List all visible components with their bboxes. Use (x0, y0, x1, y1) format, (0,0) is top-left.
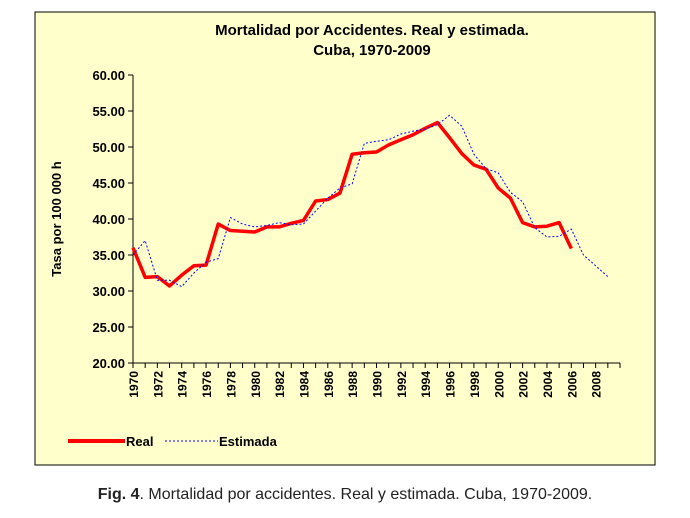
x-tick-label: 1978 (224, 371, 238, 398)
y-tick-label: 30.00 (92, 284, 125, 299)
x-tick-label: 2008 (590, 371, 604, 398)
x-tick-label: 1992 (395, 371, 409, 398)
x-tick-label: 1984 (297, 371, 311, 398)
chart-area (34, 11, 656, 466)
y-axis: 20.00 25.00 30.00 35.00 40.00 45.00 50.00 55.00… (92, 68, 134, 371)
x-tick-label: 1986 (322, 371, 336, 398)
x-tick-label: 2000 (492, 371, 506, 398)
x-tick-label: 1982 (273, 371, 287, 398)
chart: Mortalidad por Accidentes. Real y estima… (34, 11, 656, 466)
series-line-estimada (132, 114, 609, 288)
chart-subtitle: Cuba, 1970-2009 (313, 42, 431, 59)
y-tick-label: 25.00 (92, 320, 125, 335)
series-line-real (131, 120, 573, 288)
y-tick-label: 35.00 (92, 248, 125, 263)
y-tick-label: 45.00 (92, 176, 125, 191)
series-layer (131, 114, 609, 288)
y-tick-label: 55.00 (92, 104, 125, 119)
x-tick-label: 1976 (200, 371, 214, 398)
legend: Real Estimada (68, 434, 278, 449)
figure-caption: Fig. 4. Mortalidad por accidentes. Real … (0, 486, 690, 504)
y-tick-label: 40.00 (92, 212, 125, 227)
legend-estimada-label: Estimada (219, 434, 278, 449)
x-tick-label: 2002 (517, 371, 531, 398)
chart-title: Mortalidad por Accidentes. Real y estima… (215, 22, 529, 39)
x-tick-label: 1974 (176, 371, 190, 398)
caption-label: Fig. 4 (97, 486, 140, 503)
x-tick-label: 1970 (127, 371, 141, 398)
y-tick-label: 20.00 (92, 356, 125, 371)
x-tick-label: 1980 (249, 371, 263, 398)
x-tick-label: 1990 (371, 371, 385, 398)
x-tick-label: 2006 (565, 371, 579, 398)
x-axis: 1970 1972 1974 1976 1978 1980 1982 1984 1986 1988… (127, 362, 621, 398)
y-axis-label: Tasa por 100 000 h (49, 161, 64, 276)
x-tick-label: 1994 (419, 371, 433, 398)
x-tick-label: 1996 (444, 371, 458, 398)
legend-real-label: Real (126, 434, 153, 449)
x-tick-label: 1988 (346, 371, 360, 398)
y-tick-label: 50.00 (92, 140, 125, 155)
caption-text: . Mortalidad por accidentes. Real y esti… (139, 486, 593, 503)
x-tick-label: 1998 (468, 371, 482, 398)
y-tick-label: 60.00 (92, 68, 125, 83)
x-tick-label: 1972 (151, 371, 165, 398)
x-tick-label: 2004 (541, 371, 555, 398)
